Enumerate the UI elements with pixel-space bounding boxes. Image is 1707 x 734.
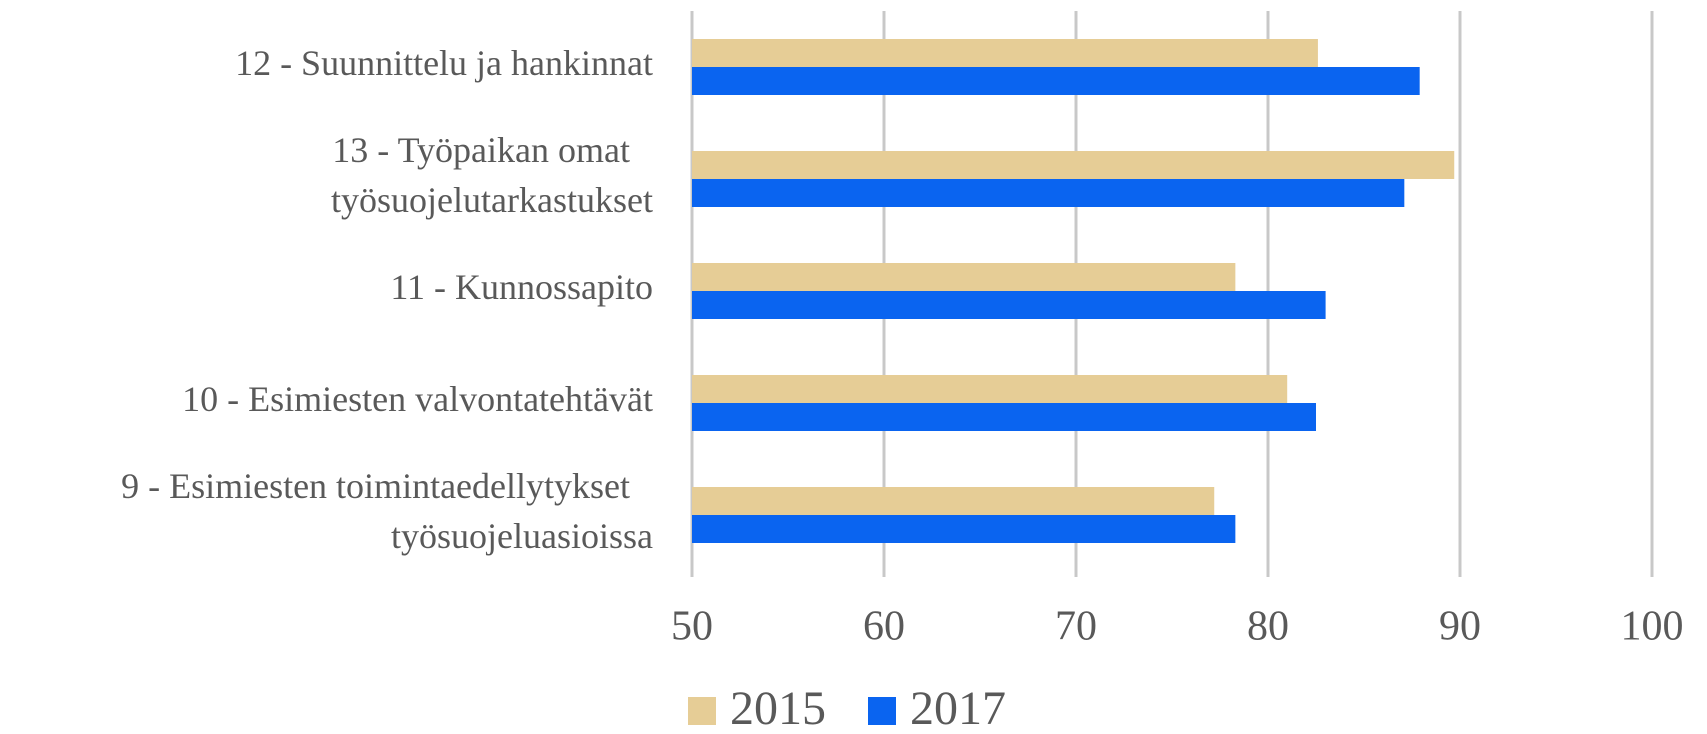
y-tick-label: 12 - Suunnittelu ja hankinnat xyxy=(235,43,653,83)
bar xyxy=(692,39,1318,67)
y-tick-label: 9 - Esimiesten toimintaedellytykset työsu… xyxy=(121,466,653,556)
bar xyxy=(692,291,1326,319)
legend-label: 2015 xyxy=(730,682,826,734)
bar xyxy=(692,179,1405,207)
y-tick-label: 13 - Työpaikan omat työsuojelutarkastukse… xyxy=(331,130,653,220)
bar xyxy=(692,151,1455,179)
x-tick-label: 80 xyxy=(1247,604,1289,650)
bar xyxy=(692,263,1236,291)
legend-swatch xyxy=(868,697,896,725)
x-tick-label: 50 xyxy=(671,604,713,650)
legend-label: 2017 xyxy=(910,682,1006,734)
y-tick-label: 10 - Esimiesten valvontatehtävät xyxy=(182,379,653,419)
bar xyxy=(692,375,1288,403)
legend-swatch xyxy=(688,697,716,725)
bar xyxy=(692,487,1215,515)
x-tick-label: 100 xyxy=(1621,604,1684,650)
x-tick-label: 70 xyxy=(1055,604,1097,650)
bar xyxy=(692,515,1236,543)
bar xyxy=(692,403,1316,431)
x-tick-label: 90 xyxy=(1439,604,1481,650)
y-tick-label: 11 - Kunnossapito xyxy=(390,267,653,307)
bar xyxy=(692,67,1420,95)
x-tick-label: 60 xyxy=(863,604,905,650)
